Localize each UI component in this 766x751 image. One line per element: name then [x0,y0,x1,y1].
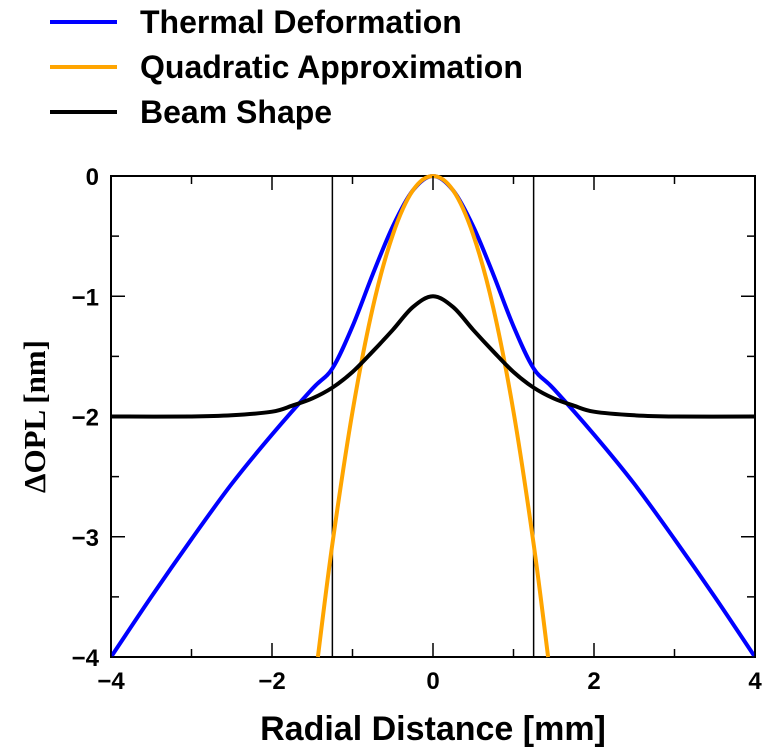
legend-label-2: Beam Shape [140,94,332,130]
x-tick-label: −4 [97,668,125,695]
y-tick-label: −3 [72,525,99,552]
legend: Thermal Deformation Quadratic Approximati… [50,4,523,130]
y-tick-label: −2 [72,405,99,432]
x-tick-label: 4 [748,668,762,695]
y-tick-label: −4 [72,645,100,672]
y-tick-label: −1 [72,284,99,311]
plot-area [110,174,756,659]
series-line-quadratic-approximation [315,174,551,658]
axis-ticks [110,175,756,658]
legend-label-0: Thermal Deformation [140,4,462,40]
x-tick-label: 0 [426,668,439,695]
x-axis-label: Radial Distance [mm] [260,710,606,748]
x-tick-label: 2 [587,668,600,695]
y-axis-label: ΔOPL [nm] [17,340,52,493]
series-layer [111,174,755,659]
x-tick-label: −2 [258,668,285,695]
vertical-markers [331,176,535,657]
y-tick-label: 0 [86,164,99,191]
legend-label-1: Quadratic Approximation [140,49,523,85]
series-line-beam-shape [111,294,755,419]
tick-labels: −4 −2 0 2 4 0 −1 −2 −3 −4 [72,164,763,695]
